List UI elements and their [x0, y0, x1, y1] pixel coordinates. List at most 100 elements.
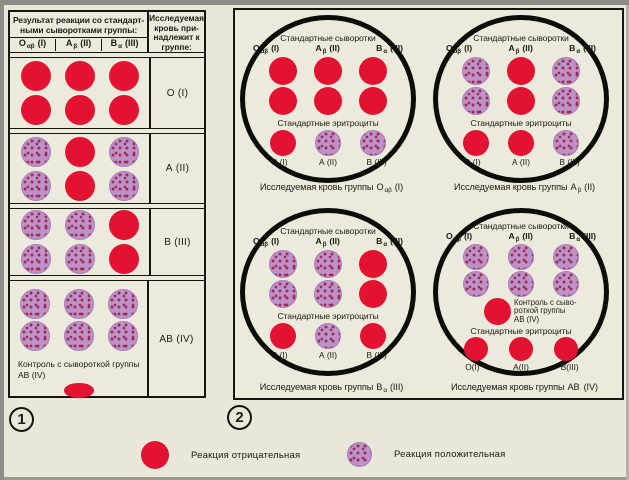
- serum-reaction-grid: [269, 55, 387, 117]
- reaction-dot-pos: [63, 321, 94, 351]
- serum-column-labels: Оαβ (I) Аβ (II) Вα (III): [253, 44, 403, 55]
- reaction-dot-pos: [20, 136, 51, 167]
- erythrocyte-title: Стандартные эритроциты: [470, 118, 572, 129]
- serum-reaction-grid: [462, 55, 580, 117]
- reaction-dot-pos: [508, 244, 534, 271]
- legend-positive-label: Реакция положительная: [394, 449, 506, 460]
- petri-dish-b3: Стандартные сыворотки Оαβ (I) Аβ (II) Вα (I…: [240, 208, 416, 376]
- reaction-dot-pos: [20, 170, 51, 201]
- reaction-dot-pos: [314, 280, 342, 309]
- control-reaction-dot: [63, 383, 94, 398]
- reaction-dot-neg: [269, 57, 297, 86]
- figure-number-1: 1: [9, 407, 34, 432]
- reaction-dot-neg: [64, 95, 95, 125]
- reaction-dot-neg: [270, 130, 296, 157]
- row-separator: [10, 203, 204, 209]
- row-separator: [10, 275, 204, 281]
- table-header-left: Результат реакции со стандарт- ными сыво…: [10, 12, 150, 52]
- column-header-o1: Оαβ (I): [10, 39, 57, 51]
- reaction-dot-pos: [315, 130, 341, 157]
- reaction-dot-pos: [63, 289, 94, 319]
- table-row-a2: А (II): [10, 134, 204, 203]
- petri-dish-panel: Стандартные сыворотки Оαβ (I) Аβ (II) Вα (I…: [233, 8, 624, 400]
- blood-group-result-table: Результат реакции со стандарт- ными сыво…: [8, 10, 206, 398]
- dish-caption: Исследуемая кровь группы АВ (IV): [450, 382, 598, 392]
- serum-title: Стандартные сыворотки: [280, 33, 376, 43]
- column-header-b3: Вα (III): [110, 38, 139, 51]
- reaction-dot-neg: [270, 323, 296, 350]
- reaction-dot-neg: [64, 170, 95, 201]
- erythrocyte-reaction-grid: [464, 336, 578, 362]
- reaction-dot-neg: [108, 95, 139, 125]
- reaction-dot-neg: [64, 61, 95, 91]
- legend-negative-label: Реакция отрицательная: [191, 449, 301, 461]
- column-label: Аβ (II): [315, 236, 340, 248]
- erythrocyte-labels: О (I) А (II) В (III): [464, 157, 580, 168]
- reaction-grid: [10, 58, 151, 128]
- negative-reaction-dot: [141, 441, 169, 469]
- reaction-dot-neg: [509, 337, 533, 362]
- reaction-dot-neg: [507, 57, 535, 86]
- reaction-dot-neg: [20, 61, 51, 91]
- reaction-dot-neg: [108, 244, 139, 274]
- erythrocyte-reaction-grid: [270, 321, 386, 350]
- reaction-dot-neg: [108, 210, 139, 240]
- reaction-dot-pos: [463, 244, 489, 271]
- erythrocyte-labels: О (I) А (II) В (III): [271, 157, 387, 168]
- column-label: Аβ (II): [508, 231, 533, 243]
- reaction-dot-pos: [64, 244, 95, 274]
- table-title: Результат реакции со стандарт- ными сыво…: [10, 12, 148, 38]
- petri-dish-o1: Стандартные сыворотки Оαβ (I) Аβ (II) Вα (I…: [240, 15, 416, 183]
- table-row-o1: О (I): [10, 58, 204, 128]
- serum-title: Стандартные сыворотки: [473, 221, 569, 231]
- reaction-dot-neg: [463, 130, 489, 157]
- legend-positive: Реакция положительная: [347, 442, 505, 467]
- reaction-dot-pos: [553, 244, 579, 271]
- reaction-dot-neg: [359, 87, 387, 116]
- erythrocyte-title: Стандартные эритроциты: [277, 118, 379, 129]
- reaction-dot-pos: [19, 321, 50, 351]
- reaction-dot-pos: [107, 289, 138, 319]
- reaction-dot-neg: [554, 337, 578, 362]
- serum-column-headers: Оαβ (I) Аβ (II) Вα (III): [10, 38, 147, 52]
- table-row-b3: В (III): [10, 209, 204, 275]
- column-label: Аβ (II): [315, 43, 340, 55]
- reaction-dot-neg: [64, 136, 95, 167]
- reaction-dot-pos: [360, 130, 386, 157]
- serum-reaction-grid: [463, 243, 579, 298]
- dish-cell-a2: Стандартные сыворотки Оαβ (I) Аβ (II) Вα (I…: [428, 10, 621, 196]
- reaction-dot-pos: [20, 210, 51, 240]
- reaction-dot-pos: [462, 57, 490, 86]
- reaction-dot-pos: [552, 57, 580, 86]
- reaction-dot-pos: [314, 250, 342, 279]
- erythrocyte-labels: О (I) А (II) В (III): [271, 350, 387, 361]
- serum-title: Стандартные сыворотки: [280, 226, 376, 236]
- dish-cell-ab4: Стандартные сыворотки Оαβ (I) Аβ (II) Вα (I…: [428, 196, 621, 396]
- dish-caption: Исследуемая кровь группы Вα (III): [259, 382, 404, 394]
- positive-reaction-dot: [347, 442, 372, 467]
- dish-caption: Исследуемая кровь группы Оαβ (I): [259, 182, 404, 194]
- reaction-dot-neg: [269, 87, 297, 116]
- reaction-grid: [10, 134, 151, 203]
- reaction-dot-neg: [507, 87, 535, 116]
- reaction-dot-pos: [269, 250, 297, 279]
- reaction-dot-neg: [508, 130, 534, 157]
- serum-column-labels: Оαβ (I) Аβ (II) Вα (III): [446, 232, 596, 243]
- reaction-dot-pos: [108, 170, 139, 201]
- reaction-dot-pos: [315, 323, 341, 350]
- erythrocyte-reaction-grid: [270, 128, 386, 157]
- reaction-dot-pos: [108, 136, 139, 167]
- erythrocyte-title: Стандартные эритроциты: [470, 326, 572, 337]
- serum-title: Стандартные сыворотки: [473, 33, 569, 43]
- column-label: Вα (III): [569, 231, 596, 243]
- reaction-dot-pos: [64, 210, 95, 240]
- row-separator: [10, 52, 204, 58]
- petri-dish-a2: Стандартные сыворотки Оαβ (I) Аβ (II) Вα (I…: [433, 15, 609, 183]
- column-label: Аβ (II): [508, 43, 533, 55]
- serum-column-labels: Оαβ (I) Аβ (II) Вα (III): [446, 44, 596, 55]
- row-separator: [10, 128, 204, 134]
- reaction-dot-neg: [108, 61, 139, 91]
- erythrocyte-reaction-grid: [463, 128, 579, 157]
- reaction-dot-neg: [360, 323, 386, 350]
- column-label: Вα (III): [376, 43, 403, 55]
